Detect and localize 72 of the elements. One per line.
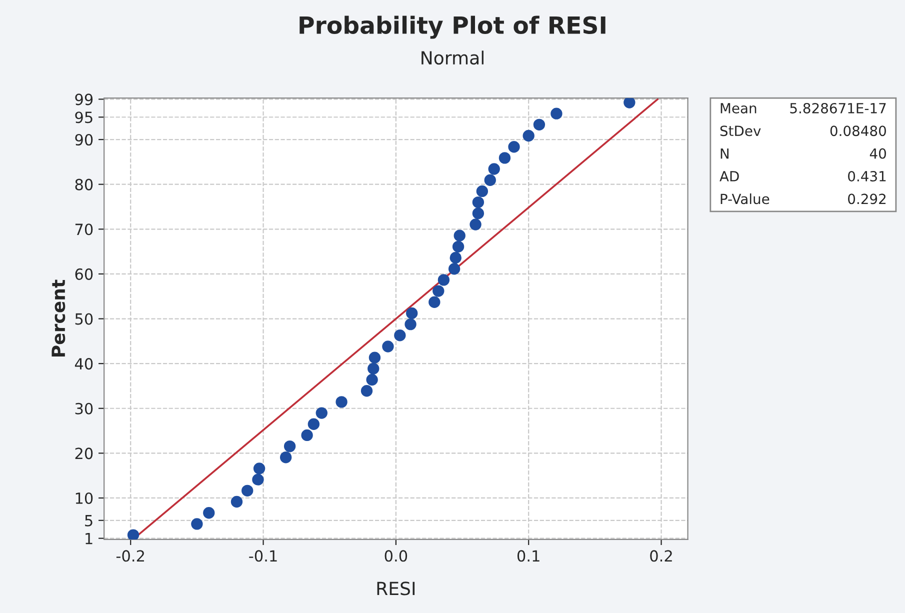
x-tick-label: 0.2 <box>650 550 672 562</box>
point <box>484 174 496 186</box>
text: 0.431 <box>848 170 886 182</box>
text: AD <box>720 171 739 182</box>
text: 40 <box>870 148 886 159</box>
point <box>191 518 203 530</box>
point <box>301 429 313 442</box>
point <box>498 152 511 164</box>
point <box>308 418 320 430</box>
text: N <box>720 148 728 159</box>
chart-title: Probability Plot of RESI <box>300 16 606 39</box>
y-tick-label: 99 <box>75 94 93 106</box>
point <box>406 307 418 320</box>
text: 0.292 <box>848 194 886 204</box>
point <box>522 130 534 142</box>
text: 0.08480 <box>830 126 886 136</box>
point <box>624 98 636 108</box>
chart-subtitle: Normal <box>422 50 484 65</box>
text: StDev <box>720 126 761 136</box>
point <box>448 263 460 275</box>
point <box>368 352 381 364</box>
point <box>470 218 482 230</box>
point <box>242 484 254 497</box>
x-tick-label: 0.0 <box>384 550 408 562</box>
point <box>472 208 484 220</box>
point <box>432 285 444 297</box>
point <box>127 529 140 540</box>
point <box>284 440 296 452</box>
x-tick-label: 0.1 <box>517 550 540 562</box>
point <box>450 252 462 264</box>
point <box>404 318 416 330</box>
y-tick-label: 50 <box>75 313 93 325</box>
y-tick-label: 5 <box>85 515 92 526</box>
y-tick-label: 70 <box>75 224 93 236</box>
y-axis-title: Percent <box>52 280 66 357</box>
point <box>203 507 215 519</box>
x-axis-title: RESI <box>377 582 415 596</box>
point <box>508 141 520 153</box>
point <box>336 396 348 408</box>
point <box>488 163 500 175</box>
point <box>253 462 266 474</box>
y-tick-label: 30 <box>75 402 93 414</box>
point <box>533 118 546 131</box>
point <box>252 474 264 486</box>
point <box>438 274 450 286</box>
point <box>382 340 394 352</box>
text: 5.828671E-17 <box>790 102 886 114</box>
point <box>366 374 378 386</box>
y-tick-label: 1 <box>86 532 92 544</box>
point <box>550 108 562 120</box>
point <box>368 362 380 375</box>
text: Mean <box>720 103 756 114</box>
y-tick-label: 10 <box>76 492 93 504</box>
point <box>230 496 243 508</box>
y-tick-label: 60 <box>75 268 93 280</box>
x-tick-label: -0.2 <box>116 550 144 562</box>
y-tick-label: 95 <box>75 112 92 124</box>
point <box>472 196 484 208</box>
y-tick-label: 90 <box>75 134 93 146</box>
point <box>394 330 406 342</box>
point <box>428 296 440 308</box>
text: P-Value <box>720 193 770 204</box>
point <box>454 230 466 242</box>
point <box>316 407 328 419</box>
point <box>476 185 488 198</box>
y-tick-label: 20 <box>75 448 93 460</box>
point <box>452 240 464 253</box>
point <box>280 452 292 464</box>
y-tick-label: 80 <box>75 178 93 190</box>
point <box>360 385 373 397</box>
x-tick-label: -0.1 <box>249 550 277 562</box>
y-tick-label: 40 <box>74 358 93 370</box>
